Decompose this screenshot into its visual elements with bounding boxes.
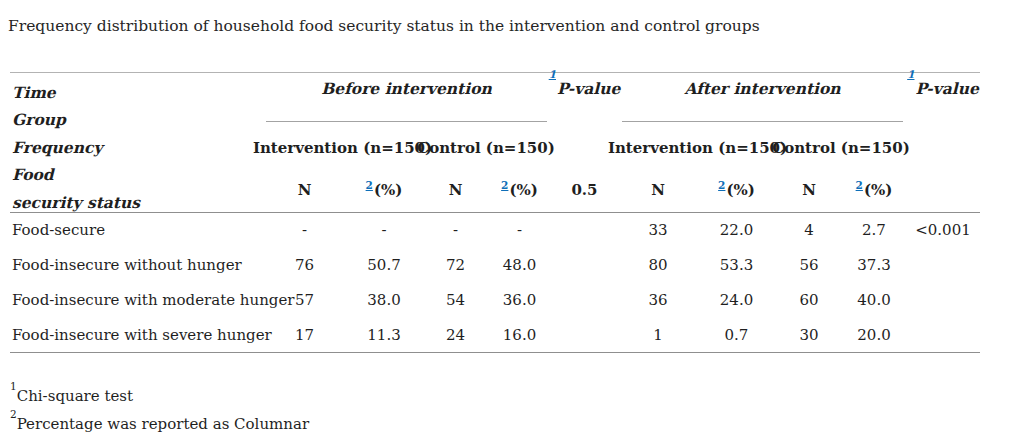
table-cell: - [422, 212, 489, 247]
table-cell: - [346, 212, 422, 247]
pvalue-before-value: 0.5 [550, 167, 619, 212]
before-group-underline [266, 121, 547, 122]
header-before-control-group: Control (n=150) [422, 128, 550, 167]
table-cell: 80 [619, 247, 697, 282]
header-after-control-group: Control (n=150) [776, 128, 906, 167]
table-cell: 36.0 [489, 282, 550, 317]
footnote-percentage: 2Percentage was reported as Columnar [10, 410, 309, 438]
header-before-intervention: Before intervention [263, 73, 550, 128]
table-cell: 38.0 [346, 282, 422, 317]
table-cell: 2.7 [842, 212, 906, 247]
table-cell: 72 [422, 247, 489, 282]
footnote-marker-2: 2 [10, 408, 17, 420]
stub-line-food: Food [12, 161, 263, 188]
table-cell: 50.7 [346, 247, 422, 282]
row-label-food-secure: Food-secure [10, 212, 263, 247]
header-pct: 2(%) [346, 167, 422, 212]
table-cell: 24 [422, 317, 489, 352]
stub-header: Time Group Frequency Food security statu… [10, 73, 263, 212]
article-table-page: Frequency distribution of household food… [0, 0, 1024, 448]
table-cell: 30 [776, 317, 842, 352]
table-cell: 57 [263, 282, 346, 317]
table-grid: Time Group Frequency Food security statu… [10, 72, 980, 353]
table-cell: 48.0 [489, 247, 550, 282]
table-cell: 56 [776, 247, 842, 282]
header-before-intervention-group: Intervention (n=150) [263, 128, 422, 167]
table-cell: 4 [776, 212, 842, 247]
header-pvalue-after: 1P-value [906, 73, 980, 128]
table-cell: 76 [263, 247, 346, 282]
table-cell: 1 [619, 317, 697, 352]
stub-line-time: Time [12, 79, 263, 106]
row-label-food-insecure-moderate-hunger: Food-insecure with moderate hunger [10, 282, 263, 317]
row-label-food-insecure-severe-hunger: Food-insecure with severe hunger [10, 317, 263, 352]
header-pct: 2(%) [697, 167, 776, 212]
footnote-chi-square: 1Chi-square test [10, 382, 309, 410]
table-cell: 0.7 [697, 317, 776, 352]
header-n: N [422, 167, 489, 212]
table-cell: 24.0 [697, 282, 776, 317]
table-cell: 16.0 [489, 317, 550, 352]
table-cell: 17 [263, 317, 346, 352]
table-cell: - [263, 212, 346, 247]
after-group-underline [622, 121, 903, 122]
stub-line-group: Group [12, 106, 263, 133]
table-caption: Frequency distribution of household food… [8, 17, 760, 35]
food-security-table: Time Group Frequency Food security statu… [10, 72, 980, 353]
header-divider [10, 212, 980, 213]
table-cell: - [489, 212, 550, 247]
header-pvalue-before: 1P-value [550, 73, 619, 128]
table-cell: 37.3 [842, 247, 906, 282]
table-cell: 11.3 [346, 317, 422, 352]
table-cell: 22.0 [697, 212, 776, 247]
header-n: N [263, 167, 346, 212]
pvalue-after-value: <0.001 [906, 212, 980, 247]
table-cell: 54 [422, 282, 489, 317]
header-after-intervention-group: Intervention (n=150) [619, 128, 776, 167]
table-cell: 60 [776, 282, 842, 317]
table-cell: 53.3 [697, 247, 776, 282]
stub-line-frequency: Frequency [12, 134, 263, 161]
footnotes: 1Chi-square test 2Percentage was reporte… [10, 382, 309, 438]
header-n: N [776, 167, 842, 212]
header-pct: 2(%) [489, 167, 550, 212]
footnote-marker-1: 1 [10, 380, 17, 392]
header-n: N [619, 167, 697, 212]
table-cell: 36 [619, 282, 697, 317]
row-label-food-insecure-without-hunger: Food-insecure without hunger [10, 247, 263, 282]
table-cell: 33 [619, 212, 697, 247]
table-cell: 20.0 [842, 317, 906, 352]
header-pct: 2(%) [842, 167, 906, 212]
table-cell: 40.0 [842, 282, 906, 317]
header-after-intervention: After intervention [619, 73, 906, 128]
